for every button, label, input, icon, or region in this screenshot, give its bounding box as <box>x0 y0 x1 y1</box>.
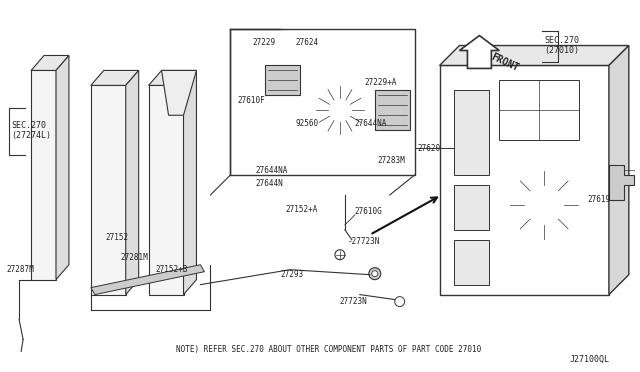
Text: 27620: 27620 <box>418 144 441 153</box>
Text: 27610F: 27610F <box>237 96 265 105</box>
Polygon shape <box>454 185 490 230</box>
Polygon shape <box>230 29 415 175</box>
Polygon shape <box>31 55 69 70</box>
Circle shape <box>509 170 579 240</box>
Text: NOTE) REFER SEC.270 ABOUT OTHER COMPONENT PARTS OF PART CODE 27010: NOTE) REFER SEC.270 ABOUT OTHER COMPONEN… <box>175 345 481 354</box>
Text: 27287M: 27287M <box>6 265 34 274</box>
Circle shape <box>372 271 378 277</box>
Text: -27723N: -27723N <box>348 237 380 246</box>
Text: 92560: 92560 <box>295 119 318 128</box>
Polygon shape <box>454 90 490 175</box>
Polygon shape <box>440 45 629 65</box>
Text: 27152+B: 27152+B <box>156 265 188 274</box>
Polygon shape <box>148 70 196 86</box>
Circle shape <box>315 86 365 135</box>
Text: 27610G: 27610G <box>355 208 383 217</box>
Text: 27644NA: 27644NA <box>355 119 387 128</box>
Circle shape <box>369 104 381 116</box>
Circle shape <box>526 187 562 223</box>
Text: 27624: 27624 <box>295 38 318 47</box>
Text: SEC.270
(27274L): SEC.270 (27274L) <box>11 121 51 140</box>
Polygon shape <box>56 55 69 280</box>
Text: 27229: 27229 <box>252 38 275 47</box>
Text: 27723N: 27723N <box>340 297 367 306</box>
Text: 27152: 27152 <box>106 233 129 242</box>
Polygon shape <box>440 65 609 295</box>
Circle shape <box>369 268 381 280</box>
Text: 27229+A: 27229+A <box>365 78 397 87</box>
Text: FRONT: FRONT <box>490 52 520 73</box>
Polygon shape <box>375 90 410 130</box>
Polygon shape <box>265 65 300 95</box>
Circle shape <box>490 150 599 260</box>
Text: 27281M: 27281M <box>121 253 148 262</box>
Polygon shape <box>148 86 184 295</box>
Text: 27644N: 27644N <box>255 179 283 187</box>
Polygon shape <box>31 70 56 280</box>
Circle shape <box>388 136 397 144</box>
Polygon shape <box>609 165 634 200</box>
Text: 27152+A: 27152+A <box>285 205 317 214</box>
Text: 27619: 27619 <box>587 195 610 205</box>
Circle shape <box>395 296 404 307</box>
Circle shape <box>250 70 255 75</box>
Polygon shape <box>460 36 499 68</box>
Circle shape <box>306 149 318 161</box>
Circle shape <box>385 132 401 148</box>
Polygon shape <box>91 70 139 86</box>
Circle shape <box>335 250 345 260</box>
Circle shape <box>328 98 352 122</box>
Polygon shape <box>91 86 125 295</box>
Circle shape <box>249 55 255 61</box>
Circle shape <box>309 152 315 158</box>
Text: J27100QL: J27100QL <box>569 355 609 364</box>
Circle shape <box>335 105 345 115</box>
Polygon shape <box>91 265 204 295</box>
Text: 27293: 27293 <box>280 270 303 279</box>
Polygon shape <box>161 70 196 115</box>
Text: 27283M: 27283M <box>378 155 406 164</box>
Circle shape <box>302 73 378 148</box>
Polygon shape <box>499 80 579 140</box>
Polygon shape <box>125 70 139 295</box>
Circle shape <box>247 67 257 77</box>
Text: SEC.270
(27010): SEC.270 (27010) <box>544 36 579 55</box>
Polygon shape <box>184 70 196 295</box>
Text: 27644NA: 27644NA <box>255 166 287 174</box>
Circle shape <box>245 51 259 65</box>
Polygon shape <box>609 45 629 295</box>
Circle shape <box>320 145 330 155</box>
Polygon shape <box>454 240 490 285</box>
